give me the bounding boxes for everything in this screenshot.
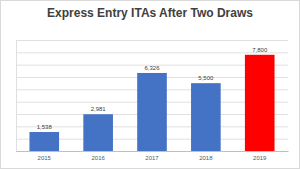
data-label: 1,538 bbox=[37, 124, 53, 130]
data-labels: 1,538 2,981 6,326 5,500 7,800 bbox=[37, 47, 268, 130]
chart: Express Entry ITAs After Two Draws201520… bbox=[0, 0, 300, 169]
y-axis bbox=[16, 41, 288, 152]
data-label: 6,326 bbox=[144, 65, 160, 71]
y-tick bbox=[16, 40, 288, 41]
x-tick: 2016 bbox=[91, 155, 105, 161]
x-tick-label: 2016 bbox=[91, 155, 105, 161]
bars bbox=[29, 55, 274, 151]
x-tick: 2015 bbox=[38, 155, 52, 161]
x-tick-label: 2019 bbox=[253, 155, 267, 161]
background bbox=[1, 1, 300, 169]
y-tick bbox=[16, 52, 288, 53]
grid-line bbox=[16, 40, 288, 41]
grid-line bbox=[16, 151, 288, 152]
grid-line bbox=[16, 52, 288, 53]
bar bbox=[245, 55, 275, 151]
y-tick bbox=[16, 151, 288, 152]
x-tick: 2019 bbox=[253, 155, 267, 161]
x-axis-line bbox=[17, 151, 289, 152]
bar bbox=[29, 132, 59, 151]
bar bbox=[137, 73, 167, 151]
bar bbox=[83, 114, 113, 151]
x-tick-label: 2015 bbox=[38, 155, 52, 161]
data-label: 5,500 bbox=[198, 75, 214, 81]
x-tick-label: 2017 bbox=[145, 155, 159, 161]
x-tick: 2018 bbox=[199, 155, 213, 161]
title: Express Entry ITAs After Two Draws bbox=[47, 6, 253, 20]
x-tick: 2017 bbox=[145, 155, 159, 161]
x-tick-label: 2018 bbox=[199, 155, 213, 161]
bar bbox=[191, 83, 221, 151]
data-label: 2,981 bbox=[91, 106, 107, 112]
y-axis-line bbox=[17, 41, 289, 152]
x-axis: 2015 2016 2017 2018 2019 bbox=[17, 152, 289, 162]
data-label: 7,800 bbox=[252, 47, 268, 53]
plot: 2015 2016 2017 2018 2019 1,538 2,981 6,326 5,500… bbox=[16, 41, 289, 162]
